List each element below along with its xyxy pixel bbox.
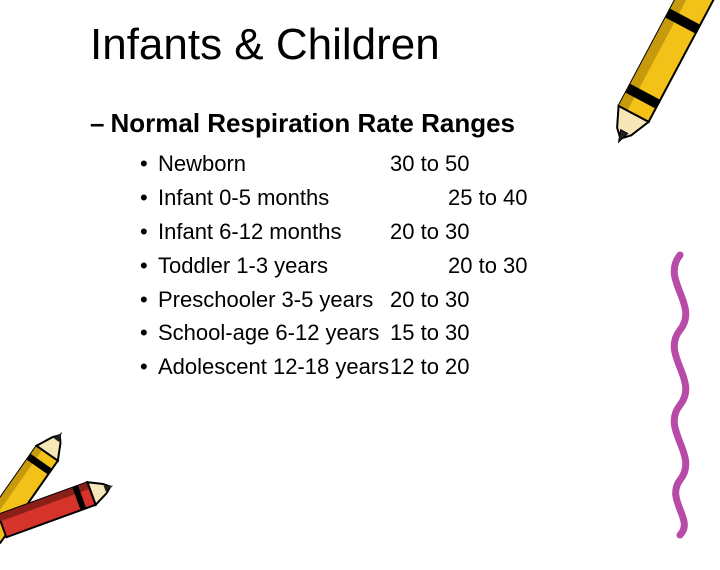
list-item: • Newborn 30 to 50 bbox=[140, 148, 528, 180]
bullet-icon: • bbox=[140, 351, 158, 383]
squiggle-icon bbox=[650, 250, 710, 540]
bullet-icon: • bbox=[140, 216, 158, 248]
rate-range: 20 to 30 bbox=[390, 250, 528, 282]
rate-range: 20 to 30 bbox=[390, 216, 470, 248]
list-item: • School-age 6-12 years 15 to 30 bbox=[140, 317, 528, 349]
rate-range: 20 to 30 bbox=[390, 284, 470, 316]
age-label: Toddler 1-3 years bbox=[158, 250, 390, 282]
list-item: • Infant 0-5 months 25 to 40 bbox=[140, 182, 528, 214]
bullet-icon: • bbox=[140, 250, 158, 282]
bullet-icon: • bbox=[140, 284, 158, 316]
subtitle: –Normal Respiration Rate Ranges bbox=[90, 108, 515, 139]
bullet-icon: • bbox=[140, 317, 158, 349]
list-item: • Infant 6-12 months 20 to 30 bbox=[140, 216, 528, 248]
bullet-icon: • bbox=[140, 148, 158, 180]
rate-range: 12 to 20 bbox=[390, 351, 470, 383]
rate-list: • Newborn 30 to 50 • Infant 0-5 months 2… bbox=[140, 148, 528, 385]
age-label: School-age 6-12 years bbox=[158, 317, 390, 349]
crayon-icon bbox=[0, 410, 130, 570]
list-item: • Preschooler 3-5 years 20 to 30 bbox=[140, 284, 528, 316]
age-label: Adolescent 12-18 years bbox=[158, 351, 390, 383]
crayon-icon bbox=[580, 0, 720, 180]
subtitle-dash: – bbox=[90, 108, 104, 138]
rate-range: 30 to 50 bbox=[390, 148, 470, 180]
page-title: Infants & Children bbox=[90, 20, 440, 70]
age-label: Newborn bbox=[158, 148, 390, 180]
age-label: Infant 6-12 months bbox=[158, 216, 390, 248]
rate-range: 25 to 40 bbox=[390, 182, 528, 214]
list-item: • Adolescent 12-18 years 12 to 20 bbox=[140, 351, 528, 383]
subtitle-text: Normal Respiration Rate Ranges bbox=[110, 108, 515, 138]
age-label: Infant 0-5 months bbox=[158, 182, 390, 214]
age-label: Preschooler 3-5 years bbox=[158, 284, 390, 316]
bullet-icon: • bbox=[140, 182, 158, 214]
rate-range: 15 to 30 bbox=[390, 317, 470, 349]
list-item: • Toddler 1-3 years 20 to 30 bbox=[140, 250, 528, 282]
